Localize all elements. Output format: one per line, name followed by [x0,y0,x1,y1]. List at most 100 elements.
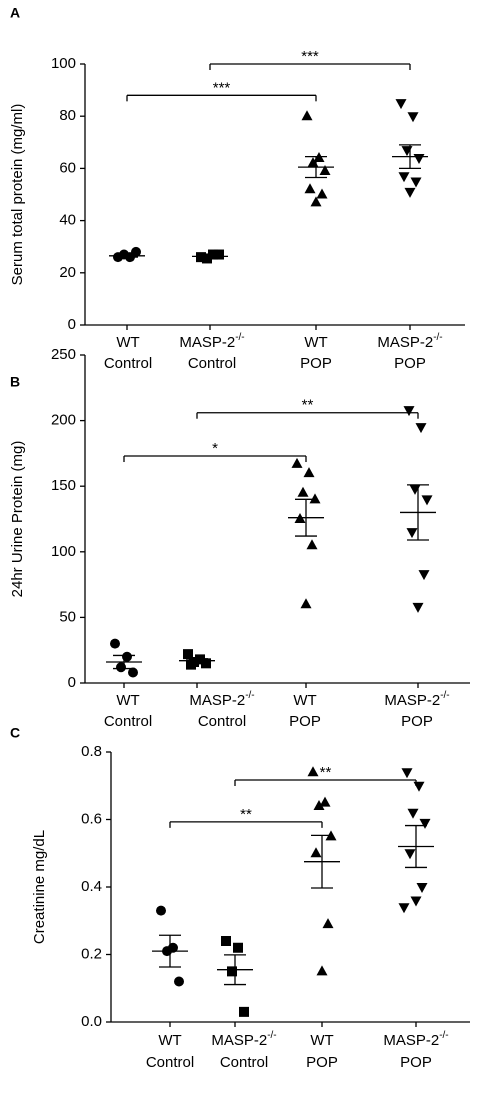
genotype: WT [116,334,139,351]
x-tick-label: Control [188,355,236,372]
x-tick-label: POP [306,1054,338,1071]
data-point [186,659,196,670]
data-point [221,936,231,946]
data-point [307,766,319,777]
data-point [309,493,321,504]
panel-label: A [10,5,20,21]
y-tick-label: 0.6 [81,810,102,827]
data-point [239,1006,249,1017]
y-tick-label: 0.0 [81,1013,102,1030]
data-point [183,649,193,660]
data-point [410,896,422,907]
genotype: WT [310,1032,333,1049]
data-point [407,808,419,819]
superscript: -/- [235,332,244,343]
data-point [409,484,421,495]
data-point [416,883,428,893]
data-point [306,539,318,550]
y-tick-label: 80 [59,107,76,124]
y-tick-label: 100 [51,543,76,560]
superscript: -/- [439,1030,448,1041]
data-point [174,976,184,987]
data-point [291,457,303,468]
data-point [404,187,416,198]
genotype: MASP-2 [211,1032,267,1049]
x-tick-label: MASP-2-/- [189,690,254,709]
y-tick-label: 40 [59,212,76,229]
data-point [233,942,243,953]
genotype: MASP-2 [189,692,245,709]
data-point [156,905,166,916]
data-point [208,249,218,260]
data-point [404,849,416,860]
data-point [300,598,312,609]
y-axis-title: 24hr Urine Protein (mg) [9,441,26,598]
y-tick-label: 60 [59,159,76,176]
data-point [310,847,322,858]
y-tick-label: 0 [68,316,76,333]
y-tick-label: 200 [51,412,76,429]
data-point [406,528,418,539]
data-point [407,112,419,123]
data-point [403,406,415,417]
genotype: WT [304,334,327,351]
data-point [110,638,120,649]
panel-label: B [10,374,20,390]
data-point [227,966,237,977]
x-tick-label: WT [304,334,327,351]
x-tick-label: WT [158,1032,181,1049]
panel-label: C [10,725,20,741]
superscript: -/- [267,1030,276,1041]
y-axis-title: Creatinine mg/dL [31,830,48,944]
data-point [401,146,413,157]
data-point [415,423,427,434]
data-point [313,800,325,810]
x-tick-label: Control [198,713,246,730]
data-point [418,570,430,581]
genotype: MASP-2 [384,692,440,709]
data-point [398,903,410,914]
data-point [301,110,313,121]
data-point [421,495,433,506]
data-point [297,486,309,497]
data-point [410,177,422,188]
x-tick-label: POP [401,713,433,730]
x-tick-label: WT [116,692,139,709]
data-point [201,658,211,669]
data-point [398,172,410,183]
x-tick-label: MASP-2-/- [211,1030,276,1049]
genotype: WT [293,692,316,709]
data-point [128,667,138,678]
superscript: -/- [245,690,254,701]
x-tick-label: WT [310,1032,333,1049]
significance: *** [301,48,319,65]
data-point [319,165,331,176]
x-tick-label: POP [300,355,332,372]
data-point [413,153,425,164]
genotype: MASP-2 [377,334,433,351]
x-tick-label: Control [220,1054,268,1071]
x-tick-label: POP [289,713,321,730]
superscript: -/- [440,690,449,701]
x-tick-label: MASP-2-/- [179,332,244,351]
data-point [412,602,424,613]
x-tick-label: Control [146,1054,194,1071]
x-tick-label: Control [104,713,152,730]
y-tick-label: 250 [51,346,76,363]
data-point [303,467,315,478]
y-tick-label: 0.2 [81,945,102,962]
data-point [419,818,431,829]
significance: ** [240,806,252,823]
data-point [322,918,334,929]
x-tick-label: Control [104,355,152,372]
x-tick-label: MASP-2-/- [384,690,449,709]
x-tick-label: MASP-2-/- [377,332,442,351]
genotype: MASP-2 [383,1032,439,1049]
x-tick-label: POP [394,355,426,372]
x-tick-label: POP [400,1054,432,1071]
data-point [316,965,328,976]
data-point [319,796,331,807]
significance: ** [320,764,332,781]
y-tick-label: 0.8 [81,743,102,760]
